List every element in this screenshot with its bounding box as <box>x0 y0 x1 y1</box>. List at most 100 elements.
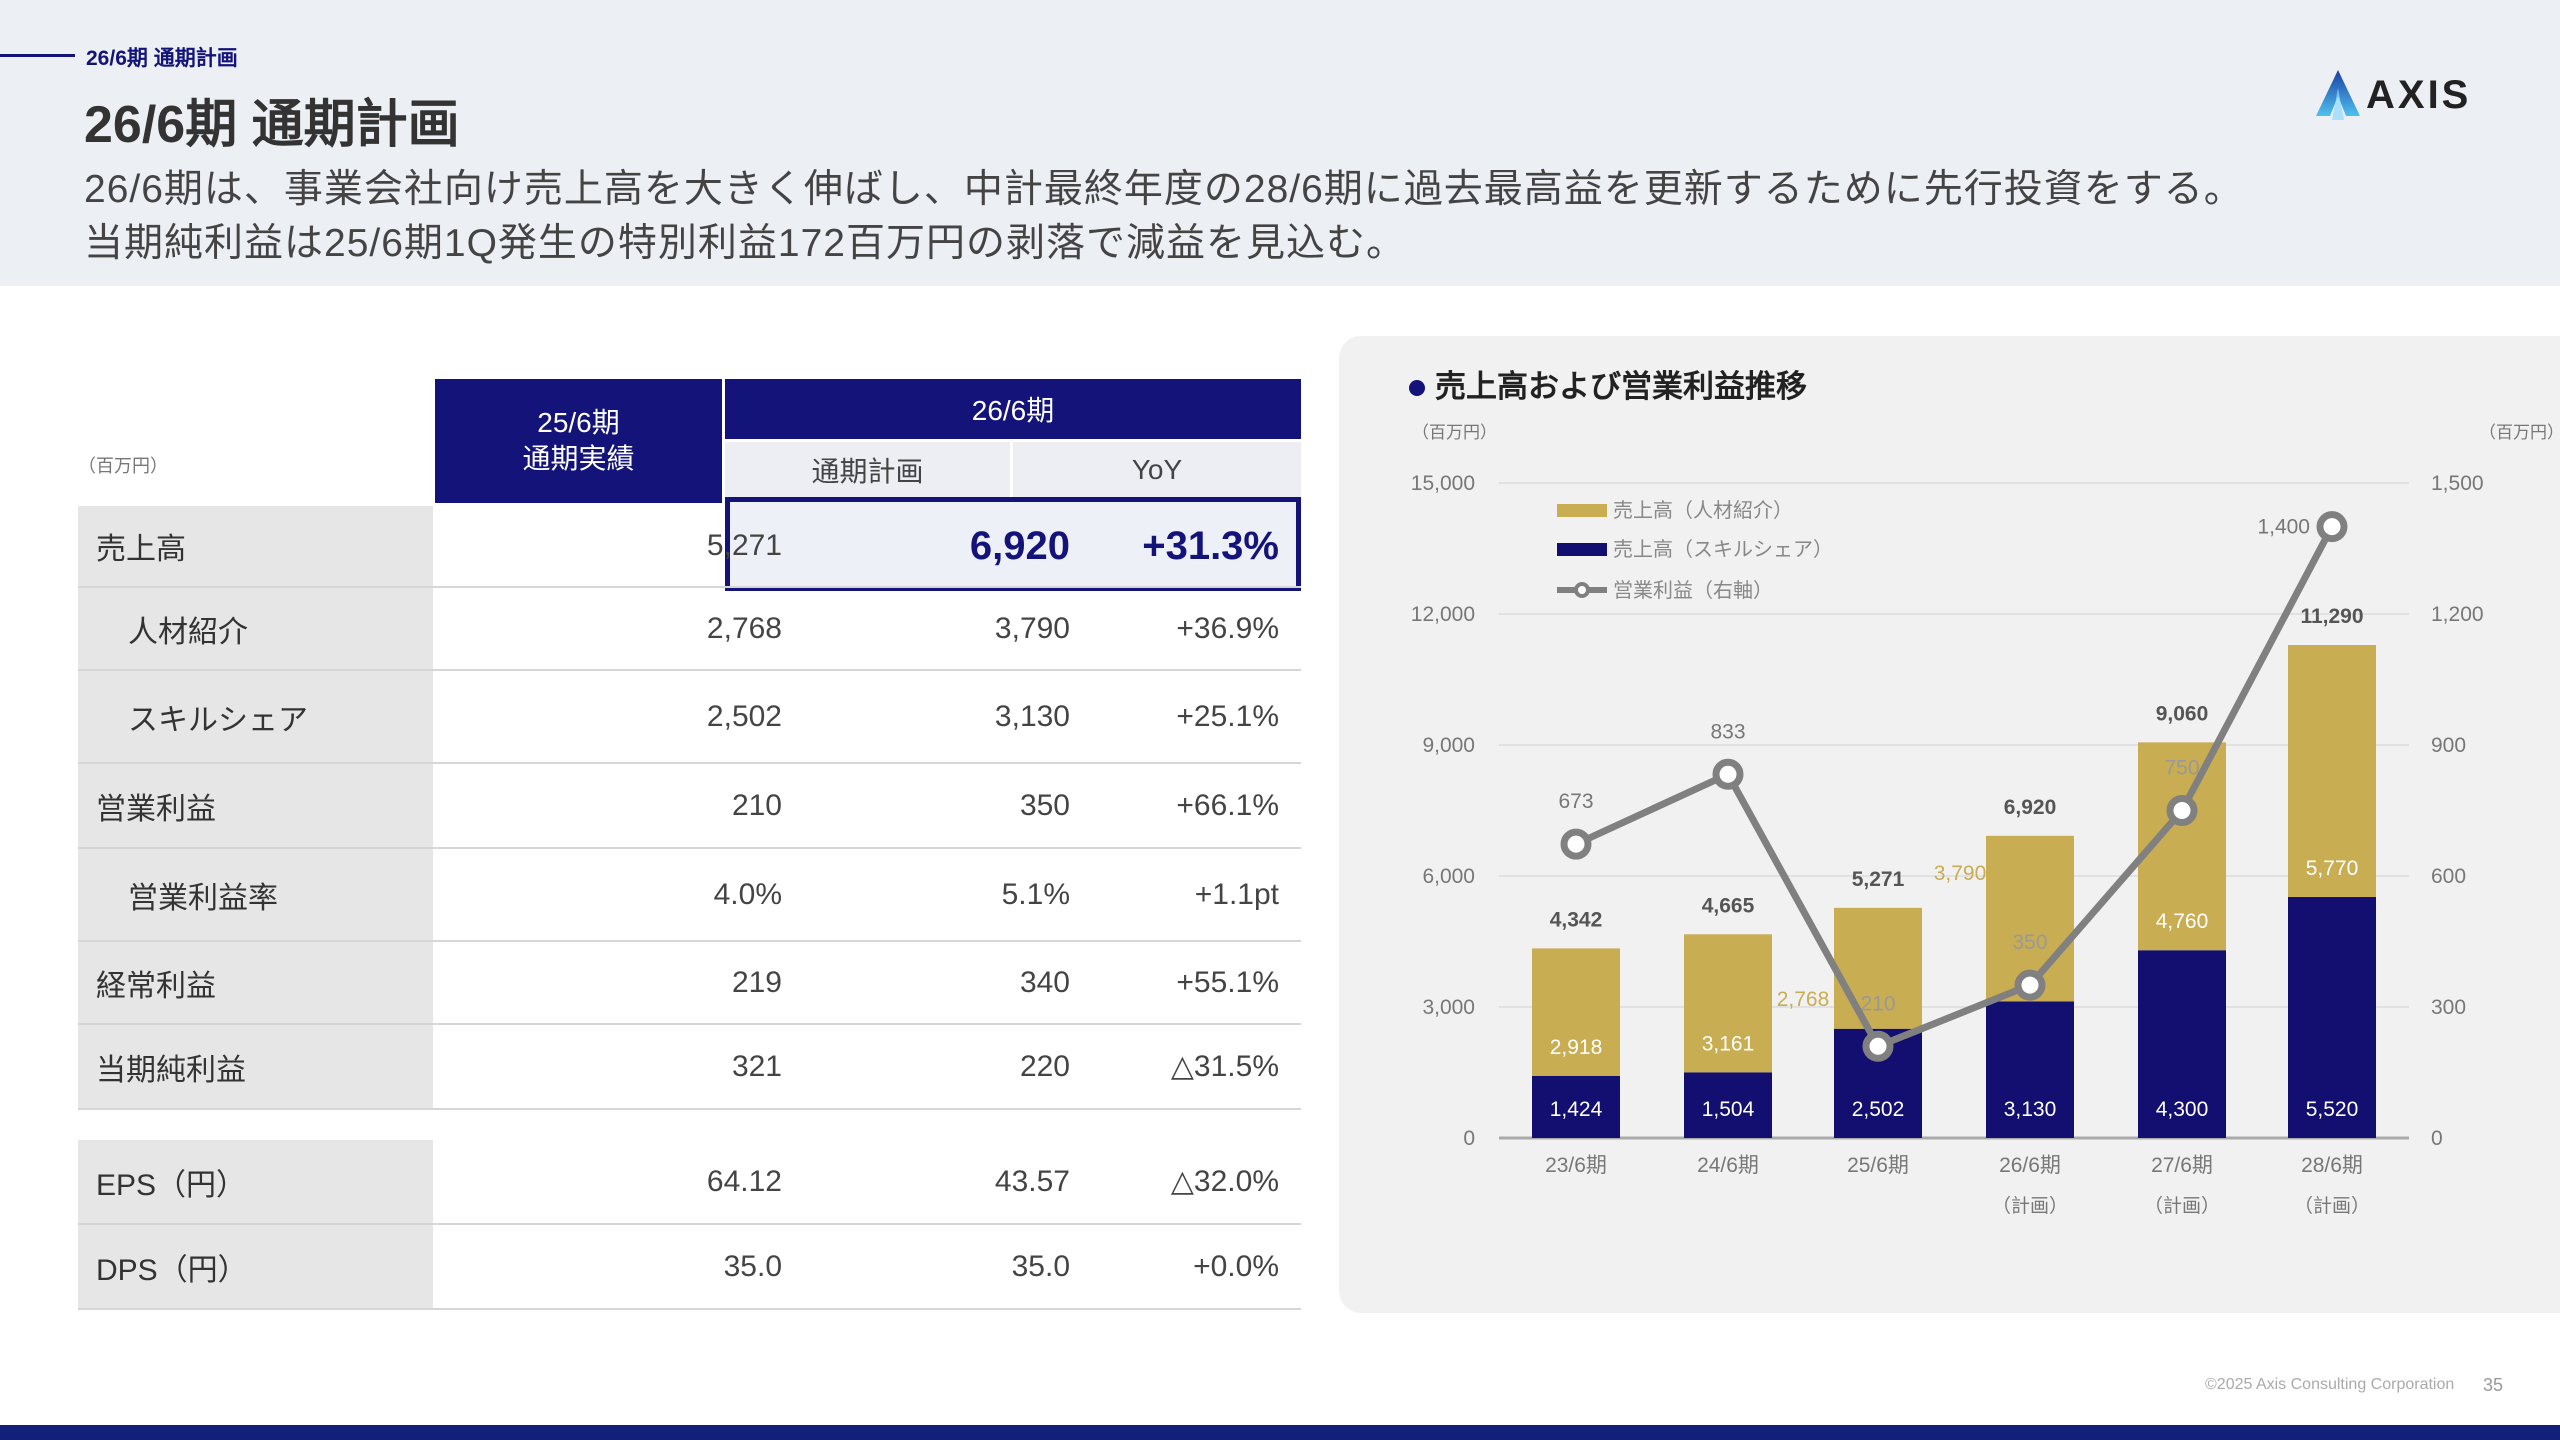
operating-profit-line <box>1574 525 2336 1050</box>
left-tick-label: 6,000 <box>1422 865 1475 888</box>
value-plan: 3,790 <box>994 611 1070 645</box>
line-point <box>1560 828 1592 860</box>
line-label: 750 <box>2164 757 2199 780</box>
table-row: 営業利益 210 350 +66.1% <box>78 764 1301 849</box>
right-axis-unit: （百万円） <box>2479 423 2560 442</box>
row-label: 営業利益 <box>78 764 433 847</box>
left-tick-label: 3,000 <box>1422 996 1475 1019</box>
bar-recruiting <box>1532 948 1620 1076</box>
row-label: 人材紹介 <box>78 588 433 669</box>
value-yoy: +36.9% <box>1176 611 1279 645</box>
table-row: DPS（円） 35.0 35.0 +0.0% <box>78 1225 1301 1310</box>
row-label: 経常利益 <box>78 942 433 1023</box>
line-point <box>2166 795 2198 826</box>
legend-label-profit: 営業利益（右軸） <box>1613 579 1773 602</box>
value-yoy: +31.3% <box>1142 523 1279 568</box>
category-note: （計画） <box>1992 1195 2068 1217</box>
left-tick-label: 9,000 <box>1422 734 1475 757</box>
value-plan: 35.0 <box>1011 1249 1070 1283</box>
logo-mark-icon <box>2316 70 2360 120</box>
row-label: DPS（円） <box>78 1225 433 1308</box>
bar-label-recruiting: 4,760 <box>2156 910 2209 933</box>
value-yoy: +25.1% <box>1176 699 1279 733</box>
legend-label-skillshare: 売上高（スキルシェア） <box>1613 538 1833 561</box>
right-tick-label: 0 <box>2431 1127 2443 1150</box>
header-band: 26/6期 通期計画 26/6期 通期計画 26/6期は、事業会社向け売上高を大… <box>0 0 2560 286</box>
logo-text: AXIS <box>2366 72 2472 117</box>
value-yoy: +1.1pt <box>1194 877 1279 911</box>
value-yoy: +0.0% <box>1193 1249 1279 1283</box>
value-prev: 4.0% <box>713 877 782 911</box>
category-label: 25/6期 <box>1847 1154 1909 1177</box>
value-yoy: △32.0% <box>1170 1165 1279 1198</box>
bar-total-label: 5,271 <box>1852 868 1905 891</box>
col-header-group: 26/6期 <box>725 379 1301 439</box>
col-header-plan: 通期計画 <box>725 442 1010 498</box>
bar-label-recruiting: 2,918 <box>1550 1036 1603 1059</box>
right-tick-label: 900 <box>2431 734 2466 757</box>
legend-label-recruiting: 売上高（人材紹介） <box>1613 499 1793 522</box>
row-label: スキルシェア <box>78 671 433 762</box>
page-title: 26/6期 通期計画 <box>84 96 460 154</box>
bar-skillshare <box>2288 896 2376 1138</box>
value-prev: 321 <box>731 1049 782 1083</box>
table-row: 営業利益率 4.0% 5.1% +1.1pt <box>78 849 1301 942</box>
bar-total-label: 4,342 <box>1550 908 1603 931</box>
bar-skillshare <box>1986 1001 2074 1138</box>
value-prev: 2,768 <box>706 611 782 645</box>
row-label: EPS（円） <box>78 1140 433 1223</box>
value-plan: 3,130 <box>994 699 1070 733</box>
category-label: 23/6期 <box>1545 1154 1607 1177</box>
line-label: 210 <box>1860 992 1895 1015</box>
bar-label-recruiting: 2,768 <box>1777 988 1830 1011</box>
right-tick-label: 600 <box>2431 865 2466 888</box>
line-point <box>1712 758 1744 790</box>
table-row: 当期純利益 321 220 △31.5% <box>78 1025 1301 1110</box>
company-logo: AXIS <box>2316 70 2471 120</box>
line-point <box>1862 1030 1894 1062</box>
value-yoy: △31.5% <box>1170 1050 1279 1083</box>
right-tick-label: 300 <box>2431 996 2466 1019</box>
line-label: 1,400 <box>2257 516 2310 539</box>
category-label: 24/6期 <box>1697 1154 1759 1177</box>
value-prev: 210 <box>731 788 782 822</box>
category-label: 27/6期 <box>2151 1154 2213 1177</box>
bar-total-label: 11,290 <box>2300 605 2363 628</box>
line-point <box>2316 511 2348 543</box>
category-note: （計画） <box>2144 1195 2220 1217</box>
bar-label-skillshare: 2,502 <box>1852 1098 1905 1121</box>
subtitle-line-1: 26/6期は、事業会社向け売上高を大きく伸ばし、中計最終年度の28/6期に過去最… <box>84 168 2244 211</box>
table-row: EPS（円） 64.12 43.57 △32.0% <box>78 1140 1301 1225</box>
value-yoy: +66.1% <box>1176 788 1279 822</box>
table-row: 経常利益 219 340 +55.1% <box>78 942 1301 1025</box>
left-tick-label: 15,000 <box>1411 472 1475 495</box>
breadcrumb: 26/6期 通期計画 <box>86 47 238 70</box>
line-point <box>2014 969 2046 1001</box>
page-number: 35 <box>2483 1375 2504 1395</box>
right-tick-label: 1,200 <box>2431 603 2484 626</box>
table-row: 売上高 5,271 6,920 +31.3% <box>78 506 1301 588</box>
left-tick-label: 12,000 <box>1411 603 1475 626</box>
legend-marker-icon <box>1574 582 1590 598</box>
bar-label-skillshare: 5,520 <box>2306 1098 2359 1121</box>
value-plan: 6,920 <box>969 523 1070 568</box>
bar-skillshare <box>1684 1072 1772 1138</box>
category-label: 26/6期 <box>1999 1154 2061 1177</box>
legend-swatch-skillshare <box>1557 543 1607 556</box>
col-header-prev-type: 通期実績 <box>522 443 635 474</box>
line-label: 673 <box>1558 790 1593 813</box>
bar-recruiting <box>1834 907 1922 1029</box>
value-plan: 220 <box>1019 1049 1070 1083</box>
subtitle-line-2: 当期純利益は25/6期1Q発生の特別利益172百万円の剥落で減益を見込む。 <box>84 222 1407 265</box>
bar-label-recruiting: 5,770 <box>2306 857 2359 880</box>
category-note: （計画） <box>2294 1195 2370 1217</box>
legend-swatch-recruiting <box>1557 504 1607 517</box>
copyright: ©2025 Axis Consulting Corporation <box>2205 1376 2455 1393</box>
bar-skillshare <box>2138 950 2226 1138</box>
bottom-bar <box>0 1425 2560 1440</box>
chart-panel: 売上高および営業利益推移 （百万円） （百万円） 0 0 3,000 300 6,000 600… <box>1339 336 2560 1313</box>
highlight-box <box>725 497 1301 591</box>
value-yoy: +55.1% <box>1176 965 1279 999</box>
bar-recruiting <box>1684 934 1772 1073</box>
left-tick-label: 0 <box>1463 1127 1475 1150</box>
